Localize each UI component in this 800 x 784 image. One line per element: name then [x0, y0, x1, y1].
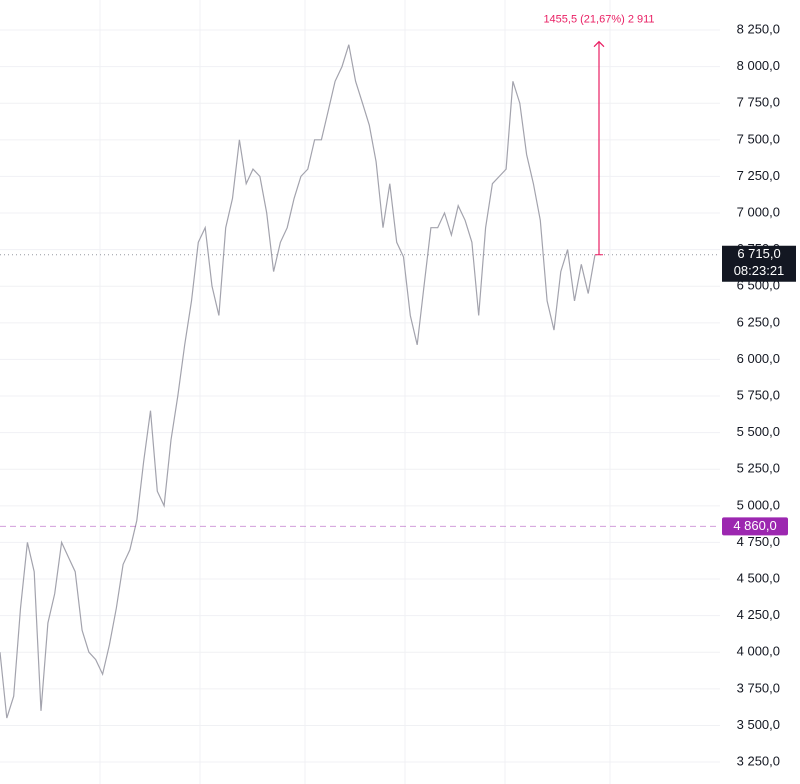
- y-tick-label: 3 500,0: [737, 717, 780, 732]
- y-tick-label: 4 250,0: [737, 607, 780, 622]
- vertical-grid: [99, 0, 611, 784]
- measure-arrow: [593, 40, 605, 48]
- y-tick-label: 8 250,0: [737, 21, 780, 36]
- measure-label: 1455,5 (21,67%) 2 911: [543, 14, 654, 26]
- y-tick-label: 7 500,0: [737, 131, 780, 146]
- reference-badge: [722, 517, 788, 536]
- y-tick-label: 4 500,0: [737, 570, 780, 585]
- y-tick-label: 3 750,0: [737, 680, 780, 695]
- y-tick-label: 6 000,0: [737, 351, 780, 366]
- y-tick-label: 4 000,0: [737, 644, 780, 659]
- y-tick-label: 5 250,0: [737, 461, 780, 476]
- y-tick-label: 4 750,0: [737, 534, 780, 549]
- y-tick-label: 6 250,0: [737, 314, 780, 329]
- y-tick-label: 7 000,0: [737, 204, 780, 219]
- price-line: [0, 44, 596, 719]
- reference-label: 4 860,0: [733, 518, 776, 533]
- countdown: 08:23:21: [734, 263, 785, 278]
- current-label: 6 715,0: [737, 246, 780, 261]
- y-tick-label: 8 000,0: [737, 58, 780, 73]
- y-tick-label: 5 500,0: [737, 424, 780, 439]
- y-tick-label: 7 250,0: [737, 168, 780, 183]
- y-tick-label: 3 250,0: [737, 753, 780, 768]
- y-tick-label: 7 750,0: [737, 95, 780, 110]
- current-badge: [722, 245, 796, 282]
- y-tick-label: 5 000,0: [737, 497, 780, 512]
- y-tick-label: 5 750,0: [737, 387, 780, 402]
